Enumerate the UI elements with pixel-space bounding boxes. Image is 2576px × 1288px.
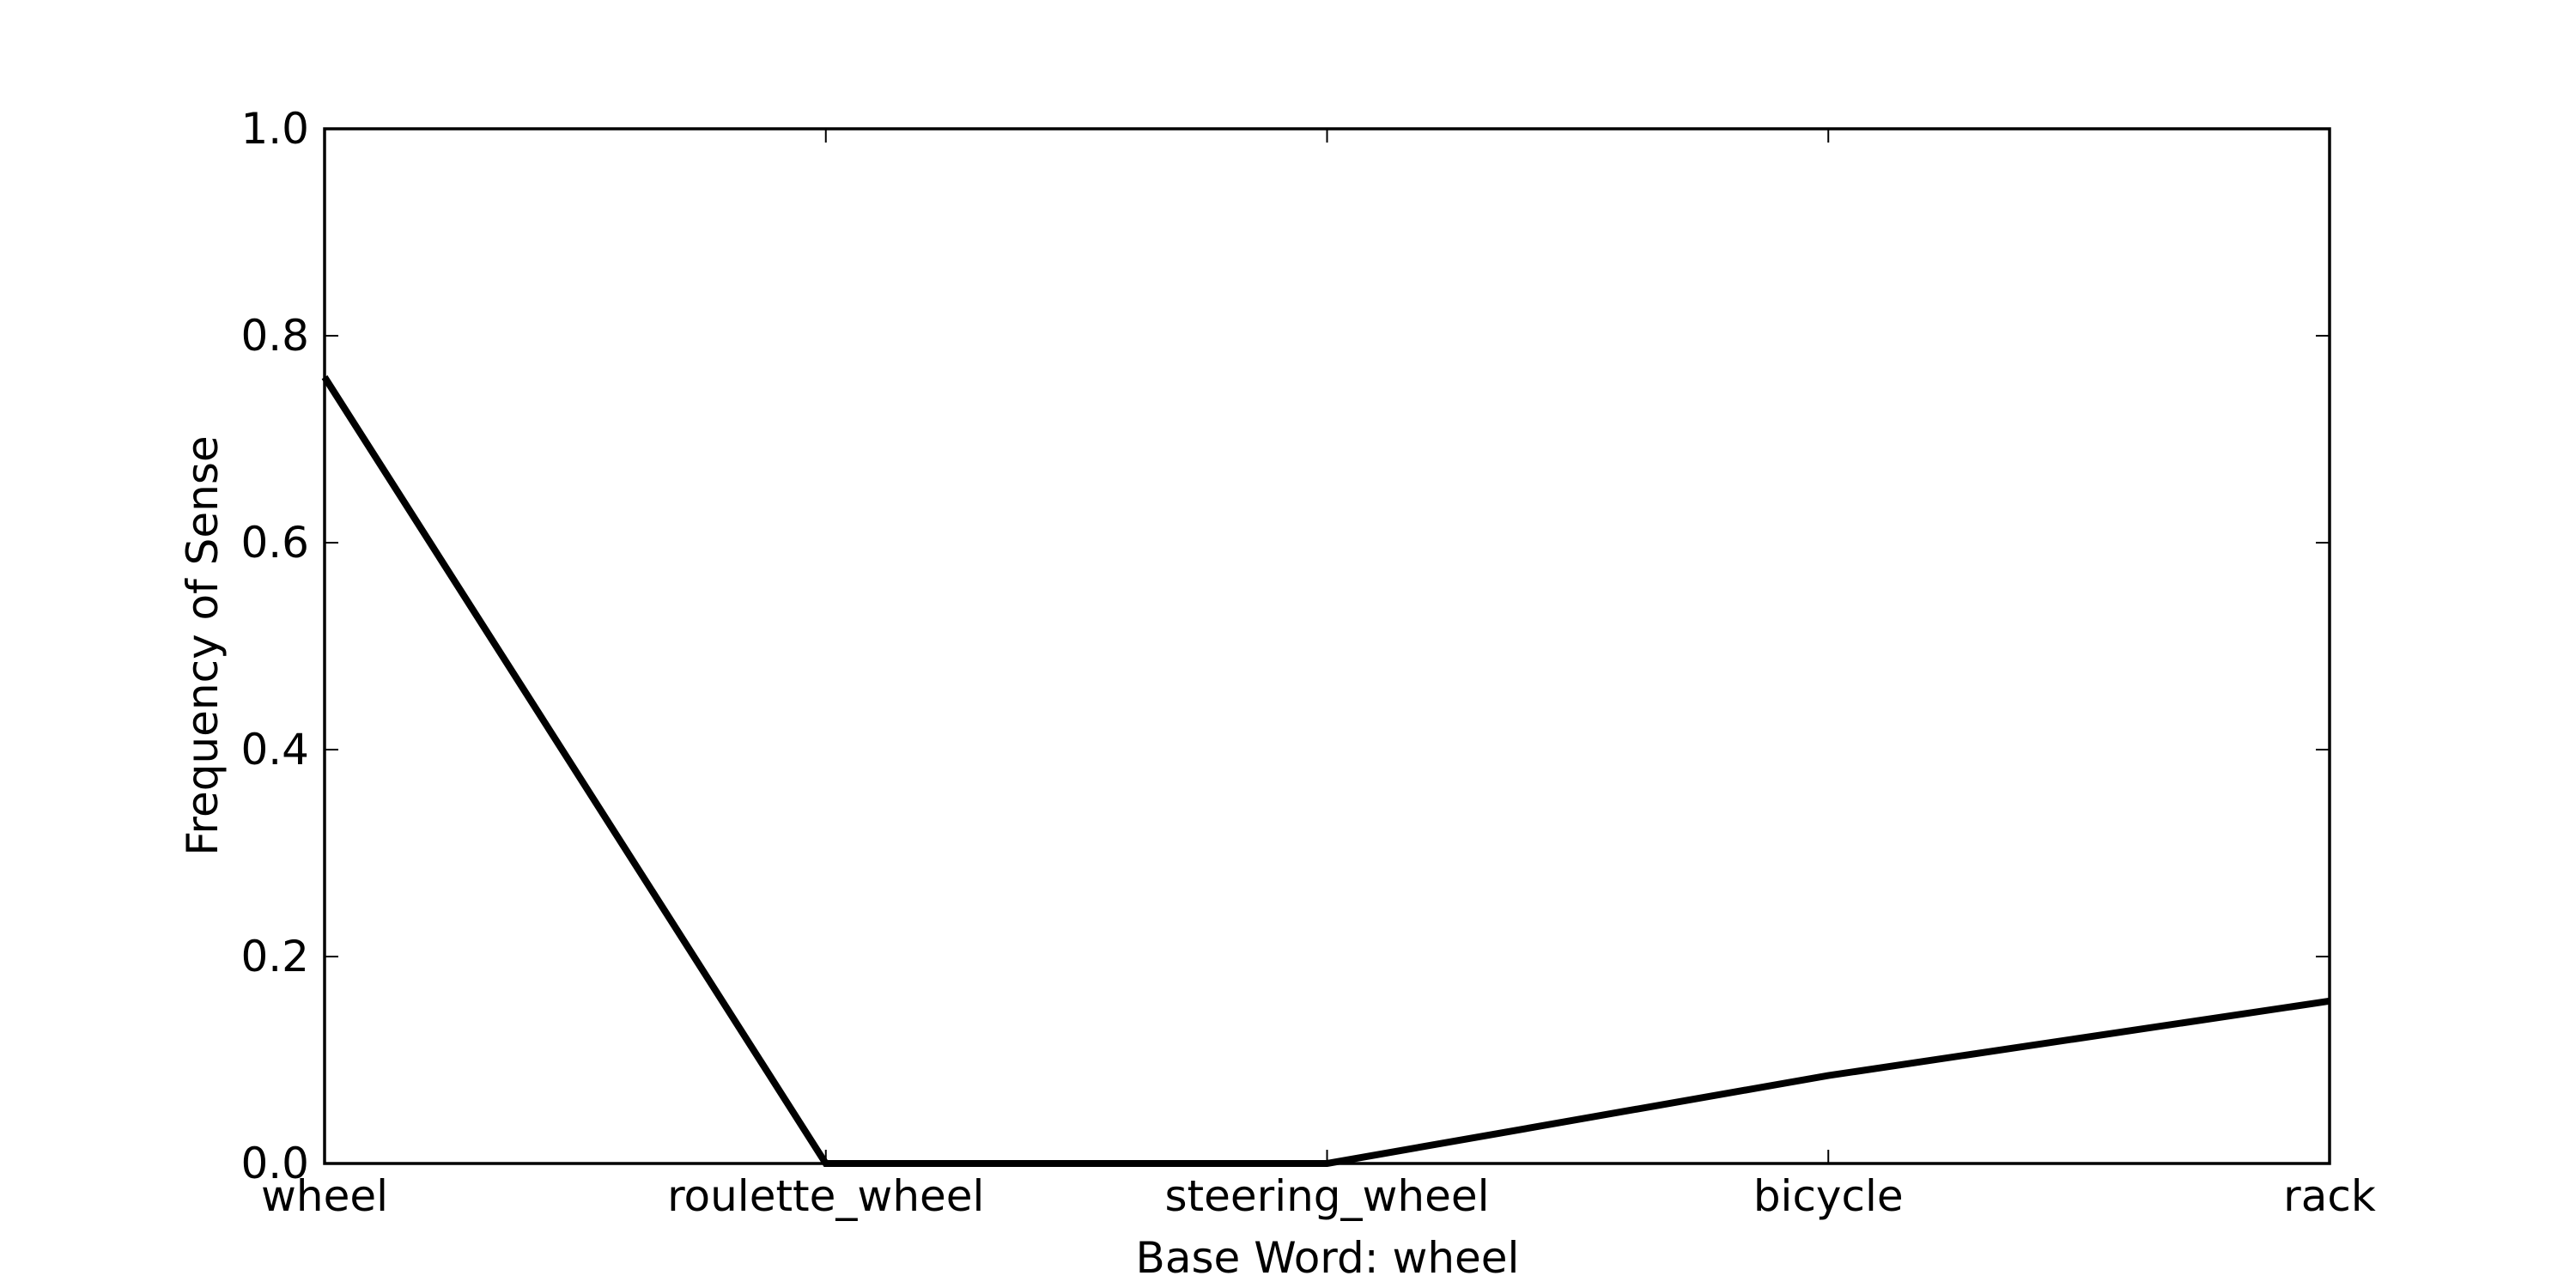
x-tick-label-steering_wheel: steering_wheel <box>1164 1171 1489 1221</box>
ticks-layer <box>324 128 2330 1164</box>
x-tick-label-rack: rack <box>2283 1171 2376 1221</box>
y-tick-label-3: 0.6 <box>240 518 309 568</box>
y-axis-label: Frequency of Sense <box>178 435 228 855</box>
y-tick-label-2: 0.4 <box>240 725 309 775</box>
x-tick-labels: wheel roulette_wheel steering_wheel bicycle… <box>261 1171 2376 1221</box>
y-tick-label-1: 0.2 <box>240 932 309 981</box>
y-tick-label-0: 0.0 <box>240 1139 309 1188</box>
y-tick-labels: 0.0 0.2 0.4 0.6 0.8 1.0 <box>240 104 309 1188</box>
x-axis-label: Base Word: wheel <box>1136 1233 1520 1283</box>
y-tick-label-4: 0.8 <box>240 311 309 361</box>
x-tick-label-wheel: wheel <box>261 1171 388 1221</box>
plot-frame <box>323 127 2331 1165</box>
x-tick-label-bicycle: bicycle <box>1753 1171 1904 1221</box>
series-layer <box>321 375 2330 1167</box>
y-tick-label-5: 1.0 <box>240 104 309 154</box>
series-line-0 <box>321 375 2330 1167</box>
x-tick-label-roulette_wheel: roulette_wheel <box>667 1171 984 1221</box>
